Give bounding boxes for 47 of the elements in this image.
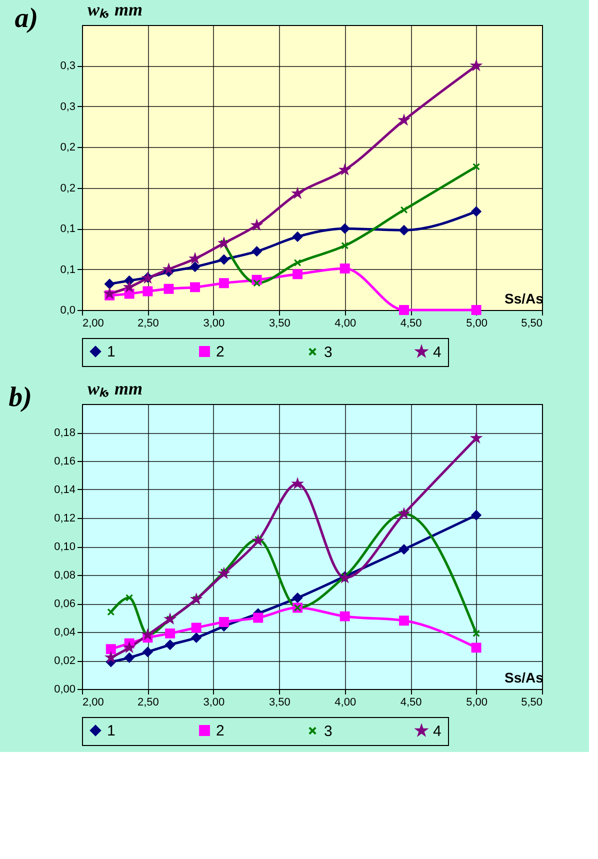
- x-tick-label: 5,00: [466, 696, 488, 708]
- y-tick-label: 0,14: [54, 484, 76, 496]
- legend-label: 2: [216, 344, 224, 361]
- x-tick-label: 3,50: [268, 318, 290, 330]
- y-axis-title: wₖ, mm: [88, 0, 143, 20]
- y-tick-label: 0,16: [54, 456, 76, 468]
- legend-label: 4: [433, 722, 442, 740]
- x-tick-label: 5,00: [466, 318, 488, 330]
- y-tick-label: 0,3: [60, 60, 76, 72]
- x-tick-label: 4,00: [334, 696, 356, 708]
- y-tick-label: 0,1: [60, 223, 76, 236]
- y-tick-label: 0,04: [54, 626, 76, 638]
- y-tick-label: 0,00: [54, 684, 76, 696]
- x-tick-label: 2,00: [82, 318, 104, 330]
- y-tick-label: 0,02: [54, 655, 76, 667]
- chart-title: b): [8, 382, 32, 413]
- legend-label: 2: [216, 722, 224, 740]
- x-axis-title: Ss/As: [504, 670, 544, 686]
- y-tick-label: 0,0: [60, 304, 76, 316]
- x-tick-label: 3,50: [268, 696, 290, 708]
- y-tick-label: 0,2: [60, 142, 76, 154]
- y-tick-label: 0,10: [54, 541, 76, 553]
- y-tick-label: 0,12: [54, 512, 76, 524]
- y-tick-label: 0,3: [60, 100, 76, 113]
- y-tick-label: 0,2: [60, 182, 76, 194]
- chart-title: a): [14, 3, 38, 34]
- legend-label: 4: [433, 344, 442, 361]
- x-tick-label: 3,00: [203, 318, 225, 330]
- y-tick-label: 0,06: [54, 598, 76, 610]
- x-tick-label: 4,50: [400, 696, 422, 708]
- y-tick-label: 0,08: [54, 570, 76, 582]
- x-axis-title: Ss/As: [504, 290, 544, 306]
- x-tick-label: 4,50: [400, 318, 422, 330]
- x-tick-label: 5,50: [521, 318, 542, 330]
- x-tick-label: 2,50: [138, 696, 159, 708]
- legend-label: 3: [324, 344, 332, 361]
- x-tick-label: 4,00: [334, 318, 356, 330]
- legend-label: 1: [107, 344, 116, 361]
- legend-label: 3: [324, 722, 332, 740]
- x-tick-label: 2,00: [82, 696, 104, 708]
- x-tick-label: 5,50: [521, 696, 542, 708]
- x-tick-label: 2,50: [138, 318, 159, 330]
- x-tick-label: 3,00: [203, 696, 225, 708]
- y-tick-label: 0,1: [60, 264, 76, 276]
- legend-label: 1: [107, 722, 116, 740]
- y-axis-title: wₖ, mm: [88, 378, 143, 398]
- y-tick-label: 0,18: [54, 427, 76, 439]
